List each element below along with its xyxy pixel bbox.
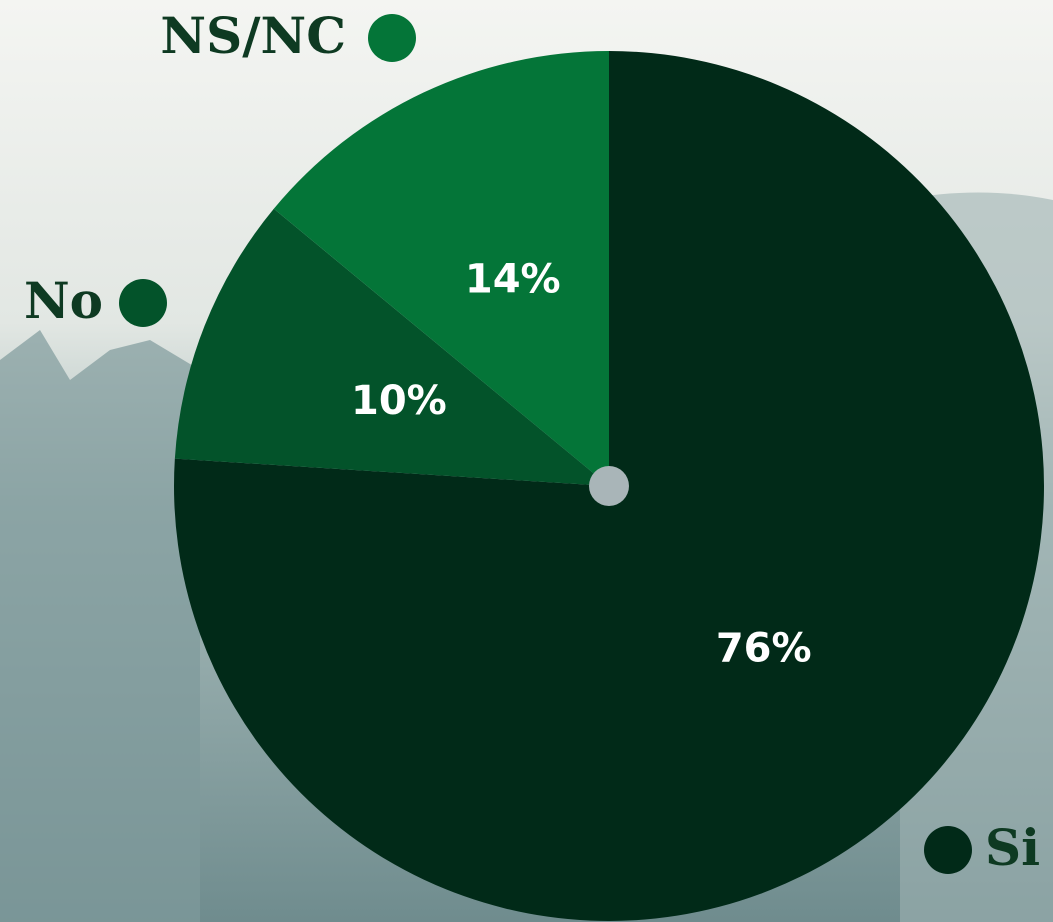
data-label: 10% bbox=[351, 378, 447, 424]
legend-label: Si bbox=[985, 818, 1040, 877]
forest bbox=[0, 330, 200, 922]
legend-label: No bbox=[24, 271, 103, 330]
pie-slice bbox=[174, 208, 609, 486]
legend-marker bbox=[119, 279, 167, 327]
center-dot bbox=[589, 466, 629, 506]
legend-label: NS/NC bbox=[160, 6, 346, 65]
data-label: 76% bbox=[716, 626, 812, 672]
legend-marker bbox=[368, 14, 416, 62]
data-label: 14% bbox=[465, 257, 561, 303]
pie-slice bbox=[273, 51, 609, 486]
legend-marker bbox=[924, 826, 972, 874]
